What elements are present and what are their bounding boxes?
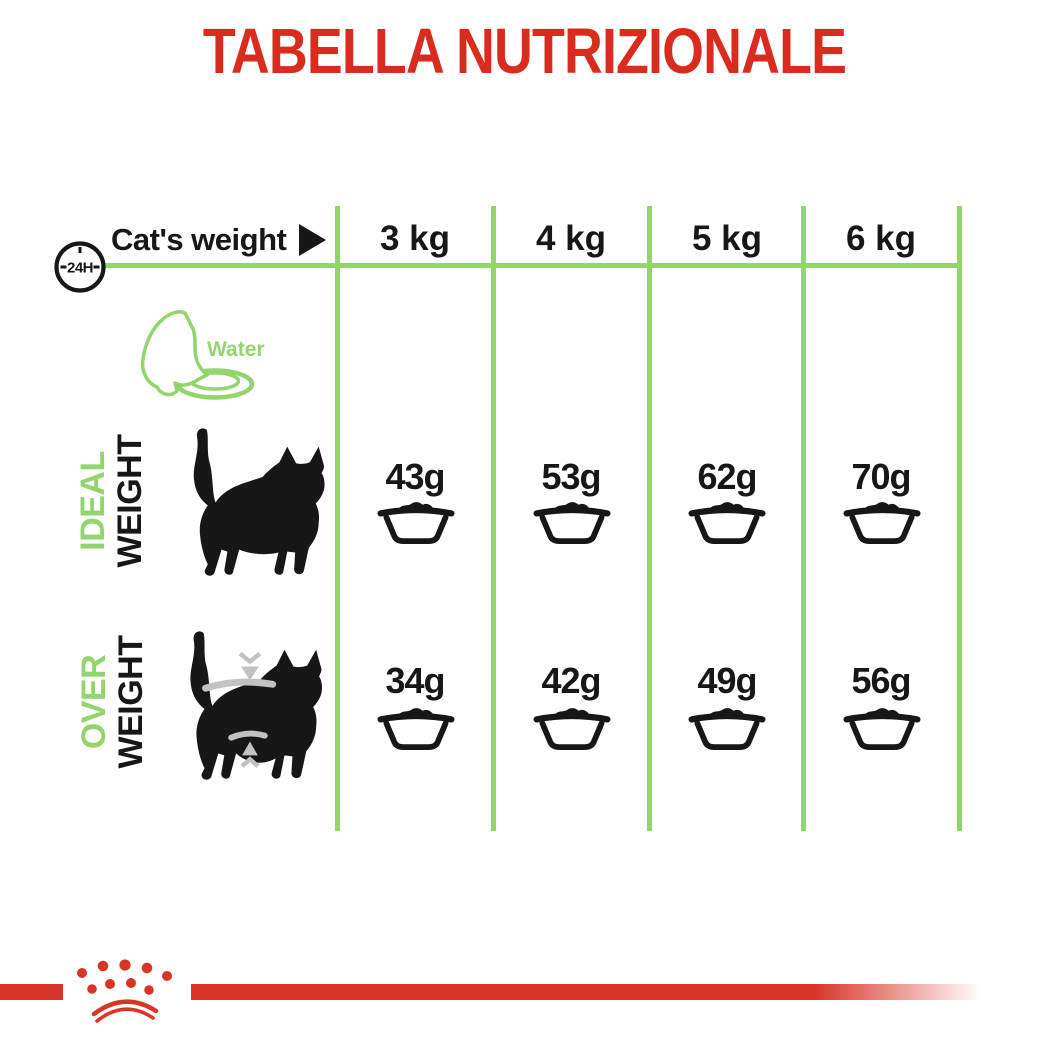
weight-column-header: 4 kg [535, 219, 607, 258]
column-divider [335, 206, 340, 831]
row-label-rest: WEIGHT [111, 434, 149, 568]
overweight-cat-icon [190, 631, 323, 780]
column-divider [647, 206, 652, 831]
up-arrow-icon [242, 741, 258, 756]
daily-24h-label: 24H [67, 260, 93, 277]
back-compression-line [202, 678, 277, 692]
food-bowl-icon [688, 708, 766, 750]
header-divider [104, 263, 960, 268]
ration-value: 56g [851, 660, 911, 701]
page-title: TABELLA NUTRIZIONALE [202, 15, 847, 87]
weight-column-header: 5 kg [691, 219, 763, 258]
down-arrow-icon [241, 666, 259, 681]
water-label: Water [207, 338, 265, 361]
ration-value: 42g [541, 660, 601, 701]
cats-weight-label: Cat's weight [111, 222, 287, 257]
row-label-accent: IDEAL [74, 451, 112, 551]
food-bowl-icon [843, 708, 921, 750]
ration-value: 43g [385, 456, 445, 497]
ration-value: 49g [697, 660, 757, 701]
weight-column-header: 6 kg [845, 219, 917, 258]
up-chevron-icon [240, 756, 260, 768]
ration-value: 34g [385, 660, 445, 701]
row-label-over-weight: OVER WEIGHT [75, 635, 150, 769]
cats-weight-header: Cat's weight [111, 220, 327, 260]
row-label-ideal-weight: IDEAL WEIGHT [74, 434, 149, 568]
ration-value: 70g [851, 456, 911, 497]
footer-stripe-fading [191, 984, 990, 1000]
food-bowl-icon [533, 708, 611, 750]
footer-stripe [0, 984, 63, 1000]
food-bowl-icon [533, 502, 611, 544]
ration-value: 62g [697, 456, 757, 497]
food-bowl-icon [688, 502, 766, 544]
row-label-accent: OVER [75, 654, 113, 750]
food-bowl-icon [377, 502, 455, 544]
food-bowl-icon [377, 708, 455, 750]
daily-24h-icon: 24H [54, 241, 106, 293]
food-bowl-icon [843, 502, 921, 544]
royal-canin-crown-icon [77, 959, 172, 1023]
belly-compression-line [228, 730, 268, 741]
down-chevron-icon [238, 651, 262, 665]
column-divider [957, 206, 962, 831]
column-divider [801, 206, 806, 831]
row-label-rest: WEIGHT [112, 635, 150, 769]
ideal-weight-cat-icon [193, 428, 325, 576]
weight-column-header: 3 kg [379, 219, 451, 258]
cats-weight-arrow-icon [299, 224, 327, 256]
ration-value: 53g [541, 456, 601, 497]
column-divider [491, 206, 496, 831]
water-bowl-icon [140, 310, 255, 400]
